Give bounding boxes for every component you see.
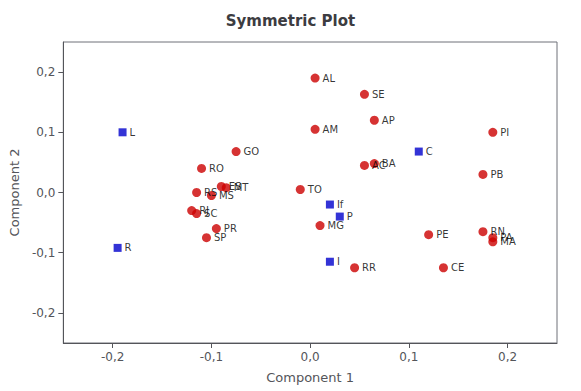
svg-text:GO: GO: [244, 146, 260, 157]
svg-text:0,2: 0,2: [36, 65, 55, 79]
svg-text:0,1: 0,1: [399, 350, 418, 364]
svg-text:0,1: 0,1: [36, 125, 55, 139]
svg-text:0,2: 0,2: [498, 350, 517, 364]
svg-text:TO: TO: [307, 184, 322, 195]
svg-text:Component 2: Component 2: [7, 149, 22, 237]
svg-text:MG: MG: [328, 220, 344, 231]
svg-text:0,0: 0,0: [301, 350, 320, 364]
svg-text:SE: SE: [372, 89, 385, 100]
svg-text:-0,1: -0,1: [32, 246, 55, 260]
svg-text:AC: AC: [372, 160, 386, 171]
svg-text:PI: PI: [500, 127, 509, 138]
svg-text:RO: RO: [209, 163, 224, 174]
svg-text:L: L: [130, 127, 136, 138]
svg-text:RS: RS: [204, 187, 217, 198]
svg-text:-0,2: -0,2: [32, 306, 55, 320]
svg-text:R: R: [125, 242, 132, 253]
svg-text:AM: AM: [323, 124, 338, 135]
svg-text:MA: MA: [500, 236, 516, 247]
svg-text:Component 1: Component 1: [266, 370, 354, 385]
svg-text:CE: CE: [451, 262, 464, 273]
svg-text:SP: SP: [214, 232, 226, 243]
svg-text:MS: MS: [219, 190, 234, 201]
svg-text:I: I: [337, 256, 340, 267]
svg-text:PE: PE: [436, 229, 448, 240]
svg-text:PB: PB: [490, 169, 503, 180]
svg-text:BA: BA: [381, 158, 396, 170]
svg-text:0,0: 0,0: [36, 186, 55, 200]
svg-text:-0,2: -0,2: [101, 350, 124, 364]
svg-text:MT: MT: [234, 182, 250, 193]
svg-text:C: C: [426, 146, 433, 157]
svg-text:-0,1: -0,1: [200, 350, 223, 364]
svg-text:RN: RN: [490, 226, 505, 238]
svg-text:PR: PR: [223, 223, 237, 235]
svg-text:SC: SC: [204, 208, 217, 219]
svg-text:P: P: [347, 211, 353, 222]
svg-text:AP: AP: [382, 115, 395, 126]
svg-text:Symmetric Plot: Symmetric Plot: [226, 12, 355, 30]
svg-text:AL: AL: [323, 73, 336, 84]
svg-text:If: If: [337, 199, 344, 210]
svg-text:RR: RR: [362, 262, 376, 273]
